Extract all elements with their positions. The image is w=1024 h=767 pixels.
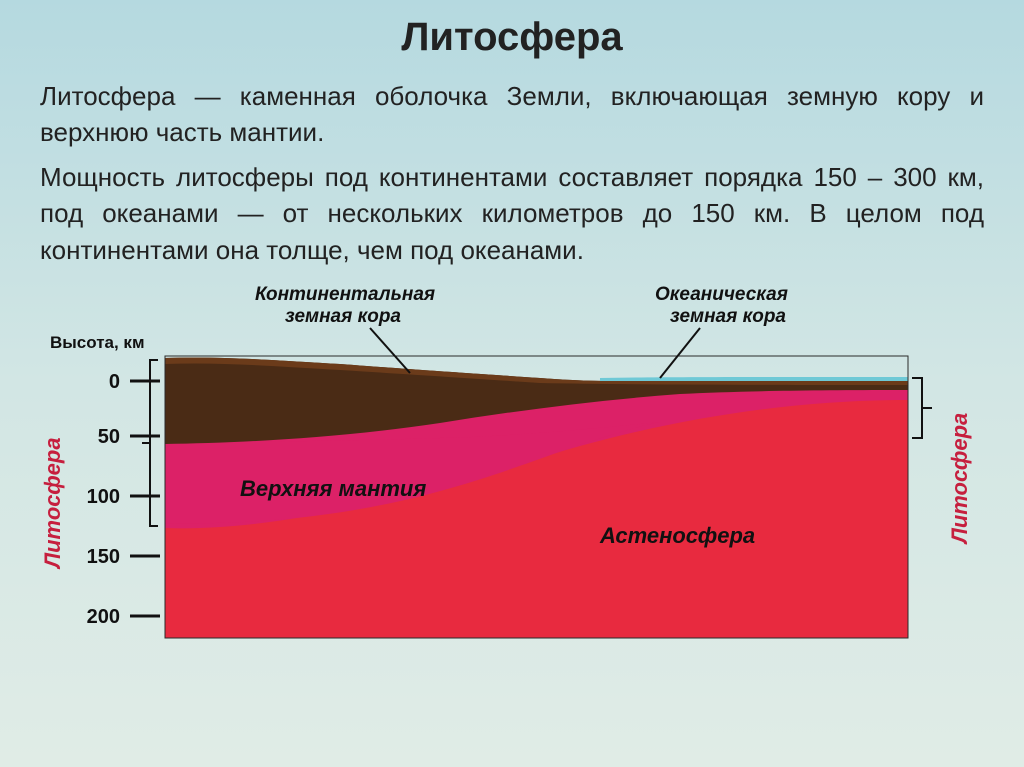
- lithosphere-diagram: Высота, км 0 50 100 150 200: [40, 278, 984, 668]
- right-lithosphere-label: Литосфера: [947, 413, 972, 546]
- tick-50: 50: [98, 426, 120, 448]
- asthenosphere-label: Астеносфера: [599, 523, 755, 548]
- tick-100: 100: [87, 486, 120, 508]
- axis-title: Высота, км: [50, 333, 145, 352]
- tick-200: 200: [87, 606, 120, 628]
- thickness-paragraph: Мощность литосферы под континентами сост…: [40, 159, 984, 268]
- oceanic-label-l2: земная кора: [670, 306, 786, 327]
- tick-150: 150: [87, 546, 120, 568]
- oceanic-pointer: [660, 328, 700, 378]
- definition-paragraph: Литосфера — каменная оболочка Земли, вкл…: [40, 78, 984, 151]
- continental-label-l2: земная кора: [285, 306, 401, 327]
- tick-0: 0: [109, 371, 120, 393]
- ocean-layer: [600, 377, 908, 381]
- continental-label-l1: Континентальная: [255, 284, 435, 305]
- axis-ticks: 0 50 100 150 200: [87, 371, 160, 628]
- right-lithosphere-bracket: Литосфера: [912, 378, 972, 545]
- page-title: Литосфера: [40, 15, 984, 60]
- left-lithosphere-bracket: Литосфера: [40, 360, 158, 570]
- upper-mantle-label: Верхняя мантия: [240, 476, 426, 501]
- continental-pointer: [370, 328, 410, 373]
- left-lithosphere-label: Литосфера: [40, 437, 65, 570]
- oceanic-label-l1: Океаническая: [655, 284, 788, 305]
